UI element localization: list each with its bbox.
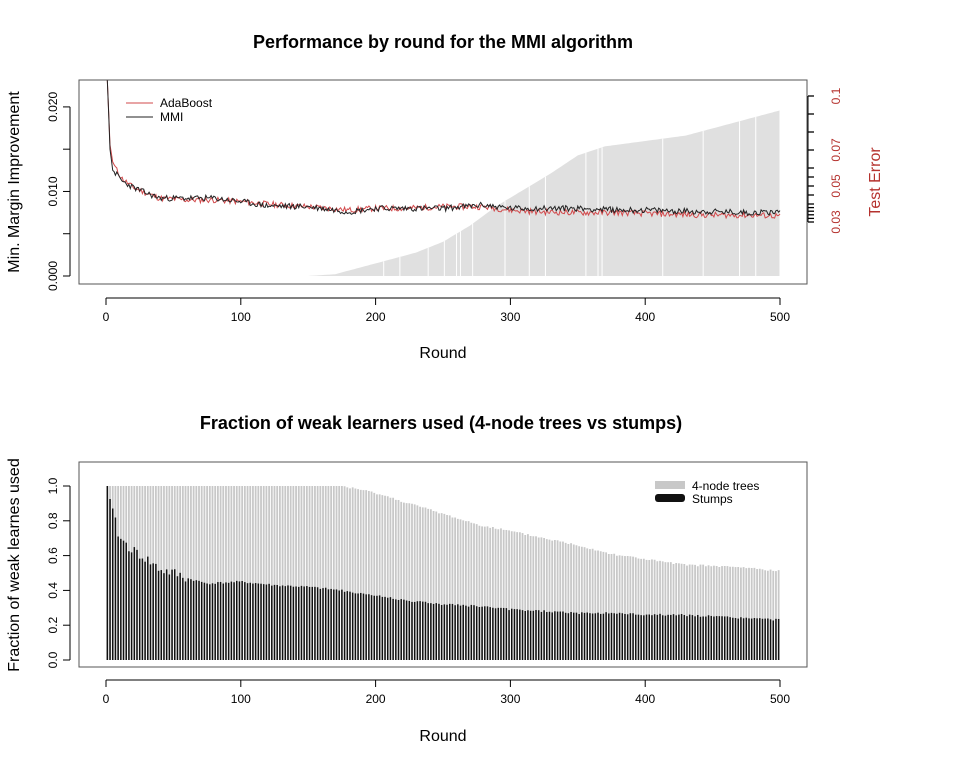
x-tick-label: 300 bbox=[500, 310, 520, 324]
legend-swatch-stumps bbox=[655, 494, 685, 502]
x-tick-label: 500 bbox=[770, 310, 790, 324]
bottom-y-axis-label: Fraction of weak learnes used bbox=[6, 458, 23, 671]
y-tick-label: 0.020 bbox=[46, 92, 60, 122]
top-x-axis: 0 100 200 300 400 500 bbox=[103, 297, 790, 324]
y-tick-label: 0.4 bbox=[46, 582, 60, 599]
y-tick-label: 0.000 bbox=[46, 261, 60, 291]
bottom-x-axis: 0 100 200 300 400 500 bbox=[103, 679, 790, 706]
x-tick-label: 300 bbox=[500, 692, 520, 706]
right-tick-label: 0.07 bbox=[829, 138, 843, 162]
top-legend: AdaBoost MMI bbox=[126, 96, 213, 124]
legend-label-mmi: MMI bbox=[160, 110, 183, 124]
y-tick-label: 0.6 bbox=[46, 547, 60, 564]
x-tick-label: 100 bbox=[231, 692, 251, 706]
chart-top-plot-frame bbox=[78, 79, 808, 285]
x-tick-label: 200 bbox=[366, 692, 386, 706]
x-tick-label: 400 bbox=[635, 310, 655, 324]
y-tick-label: 1.0 bbox=[46, 477, 60, 494]
right-tick-label: 0.1 bbox=[829, 87, 843, 104]
bottom-legend: 4-node trees Stumps bbox=[655, 479, 759, 506]
bottom-bars bbox=[106, 486, 780, 660]
legend-label-trees: 4-node trees bbox=[692, 479, 759, 493]
test-error-series bbox=[308, 110, 780, 277]
chart-bottom-plot-frame bbox=[78, 461, 808, 668]
chart-bottom-title: Fraction of weak learners used (4-node t… bbox=[200, 413, 682, 433]
top-right-axis-label: Test Error bbox=[867, 147, 884, 217]
legend-label-adaboost: AdaBoost bbox=[160, 96, 213, 110]
right-tick-label: 0.05 bbox=[829, 174, 843, 198]
top-y-axis-label: Min. Margin Improvement bbox=[6, 91, 23, 273]
x-tick-label: 0 bbox=[103, 692, 110, 706]
y-tick-label: 0.2 bbox=[46, 617, 60, 634]
y-tick-label: 0.0 bbox=[46, 651, 60, 668]
top-x-axis-label: Round bbox=[419, 345, 466, 362]
x-tick-label: 500 bbox=[770, 692, 790, 706]
legend-label-stumps: Stumps bbox=[692, 492, 733, 506]
chart-bottom: Fraction of weak learners used (4-node t… bbox=[6, 413, 808, 745]
x-tick-label: 0 bbox=[103, 310, 110, 324]
x-tick-label: 200 bbox=[366, 310, 386, 324]
top-lines bbox=[106, 79, 781, 220]
chart-top-title: Performance by round for the MMI algorit… bbox=[253, 32, 633, 52]
bottom-x-axis-label: Round bbox=[419, 728, 466, 745]
test-error-area bbox=[308, 110, 781, 277]
y-tick-label: 0.010 bbox=[46, 176, 60, 206]
right-tick-label: 0.03 bbox=[829, 210, 843, 234]
top-right-axis: 0.03 0.05 0.07 0.1 bbox=[807, 87, 843, 234]
bottom-y-axis: 0.0 0.2 0.4 0.6 0.8 1.0 bbox=[46, 477, 71, 668]
y-tick-label: 0.8 bbox=[46, 512, 60, 529]
chart-top: Performance by round for the MMI algorit… bbox=[6, 32, 884, 362]
legend-swatch-trees bbox=[655, 481, 685, 489]
top-y-axis: 0.000 0.010 0.020 bbox=[46, 92, 71, 291]
x-tick-label: 400 bbox=[635, 692, 655, 706]
series-line-mmi bbox=[106, 79, 781, 217]
x-tick-label: 100 bbox=[231, 310, 251, 324]
